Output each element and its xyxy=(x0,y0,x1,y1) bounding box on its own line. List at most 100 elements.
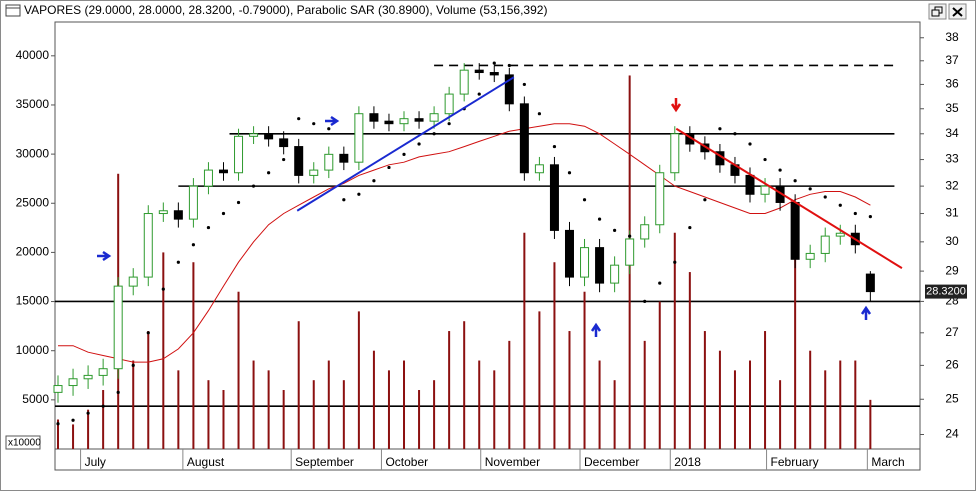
volume-bar xyxy=(613,380,616,449)
candle-body xyxy=(173,210,183,220)
sar-dot xyxy=(56,422,60,426)
y2-tick-label: 26 xyxy=(945,358,959,372)
candle-body xyxy=(745,174,755,195)
price-layer xyxy=(53,61,903,426)
candle-body xyxy=(504,74,514,105)
volume-bar xyxy=(673,232,676,449)
candle-body xyxy=(249,133,259,137)
candle-body xyxy=(640,224,650,240)
volume-bar xyxy=(703,331,706,449)
sar-dot xyxy=(582,198,587,202)
sar-dot xyxy=(522,82,526,87)
sar-dot xyxy=(267,171,271,175)
volume-bar xyxy=(433,380,436,449)
candle-body xyxy=(158,210,168,215)
volume-bar xyxy=(598,360,601,449)
volume-bar xyxy=(327,360,330,449)
window-icon xyxy=(5,4,21,17)
sar-dot xyxy=(778,168,782,172)
y2-tick-label: 29 xyxy=(945,263,959,277)
sar-dot xyxy=(297,117,301,121)
y-tick-label: 35000 xyxy=(16,97,50,111)
candle-body xyxy=(68,378,78,387)
candle-body xyxy=(188,185,198,220)
sar-dot xyxy=(282,157,286,162)
y-tick-label: 10000 xyxy=(16,343,50,357)
trend-line xyxy=(675,127,903,269)
candle-body xyxy=(203,169,213,187)
volume-bar xyxy=(342,380,345,449)
candle-body xyxy=(113,285,123,370)
sar-dot xyxy=(567,171,572,175)
close-button[interactable] xyxy=(948,3,967,20)
candle-body xyxy=(519,103,529,174)
candle-body xyxy=(309,169,319,176)
volume-bar xyxy=(809,350,812,449)
candle-body xyxy=(429,113,439,122)
candle-body xyxy=(534,164,544,174)
candle-body xyxy=(580,247,590,278)
x-tick-label: August xyxy=(187,455,225,469)
x-tick-label: February xyxy=(771,455,819,469)
volume-bar xyxy=(267,370,270,449)
candle-body xyxy=(474,69,484,74)
volume-unit-box xyxy=(5,435,41,450)
volume-bar xyxy=(87,409,90,449)
moving-average-line xyxy=(58,123,871,363)
sar-dot xyxy=(116,390,120,394)
volume-bar xyxy=(583,291,586,449)
volume-bar xyxy=(357,311,360,449)
sar-dot xyxy=(146,331,150,335)
candle-body xyxy=(489,72,499,76)
y-tick-label: 5000 xyxy=(22,392,49,406)
sar-dot xyxy=(868,215,872,219)
sar-dot xyxy=(432,132,436,136)
candle-body xyxy=(369,113,379,122)
candle-body xyxy=(384,120,394,125)
candle-body xyxy=(760,185,770,195)
restore-button[interactable] xyxy=(928,3,947,20)
volume-bar xyxy=(237,291,240,449)
y2-tick-label: 34 xyxy=(945,126,959,140)
y-tick-label: 40000 xyxy=(16,48,50,62)
sar-dot xyxy=(357,192,361,196)
volume-bar xyxy=(749,360,752,449)
volume-bar xyxy=(102,390,105,449)
volume-bar xyxy=(297,321,300,449)
x-tick-label: November xyxy=(485,455,540,469)
volume-bar xyxy=(794,242,797,449)
sar-dot xyxy=(176,260,180,264)
volume-bar xyxy=(643,340,646,449)
volume-bar xyxy=(372,350,375,449)
volume-bar xyxy=(568,331,571,449)
candle-body xyxy=(625,238,635,266)
volume-bar xyxy=(854,360,857,449)
candle-body xyxy=(820,235,830,254)
sar-dot xyxy=(191,243,195,247)
candle-body xyxy=(143,213,153,278)
sar-dot xyxy=(853,211,857,216)
volume-bar xyxy=(553,262,556,449)
sar-dot xyxy=(552,144,557,149)
sar-dot xyxy=(251,184,256,188)
y2-tick-label: 35 xyxy=(945,101,959,115)
volume-bar xyxy=(418,390,421,449)
sar-dot xyxy=(206,225,211,230)
candle-body xyxy=(865,273,875,293)
x-tick-label: March xyxy=(871,455,904,469)
volume-bar xyxy=(282,390,285,449)
candle-body xyxy=(399,118,409,125)
x-tick-label: October xyxy=(385,455,428,469)
volume-bar xyxy=(839,360,842,449)
sar-dot xyxy=(342,198,346,202)
sar-dot xyxy=(643,299,647,304)
sar-dot xyxy=(477,92,481,96)
sar-dot xyxy=(101,404,105,408)
y-tick-label: 30000 xyxy=(16,146,50,160)
candle-body xyxy=(610,264,620,284)
sar-dot xyxy=(658,281,662,285)
y-tick-label: 25000 xyxy=(16,195,50,209)
sar-dot xyxy=(71,418,75,422)
sar-dot xyxy=(447,122,451,126)
